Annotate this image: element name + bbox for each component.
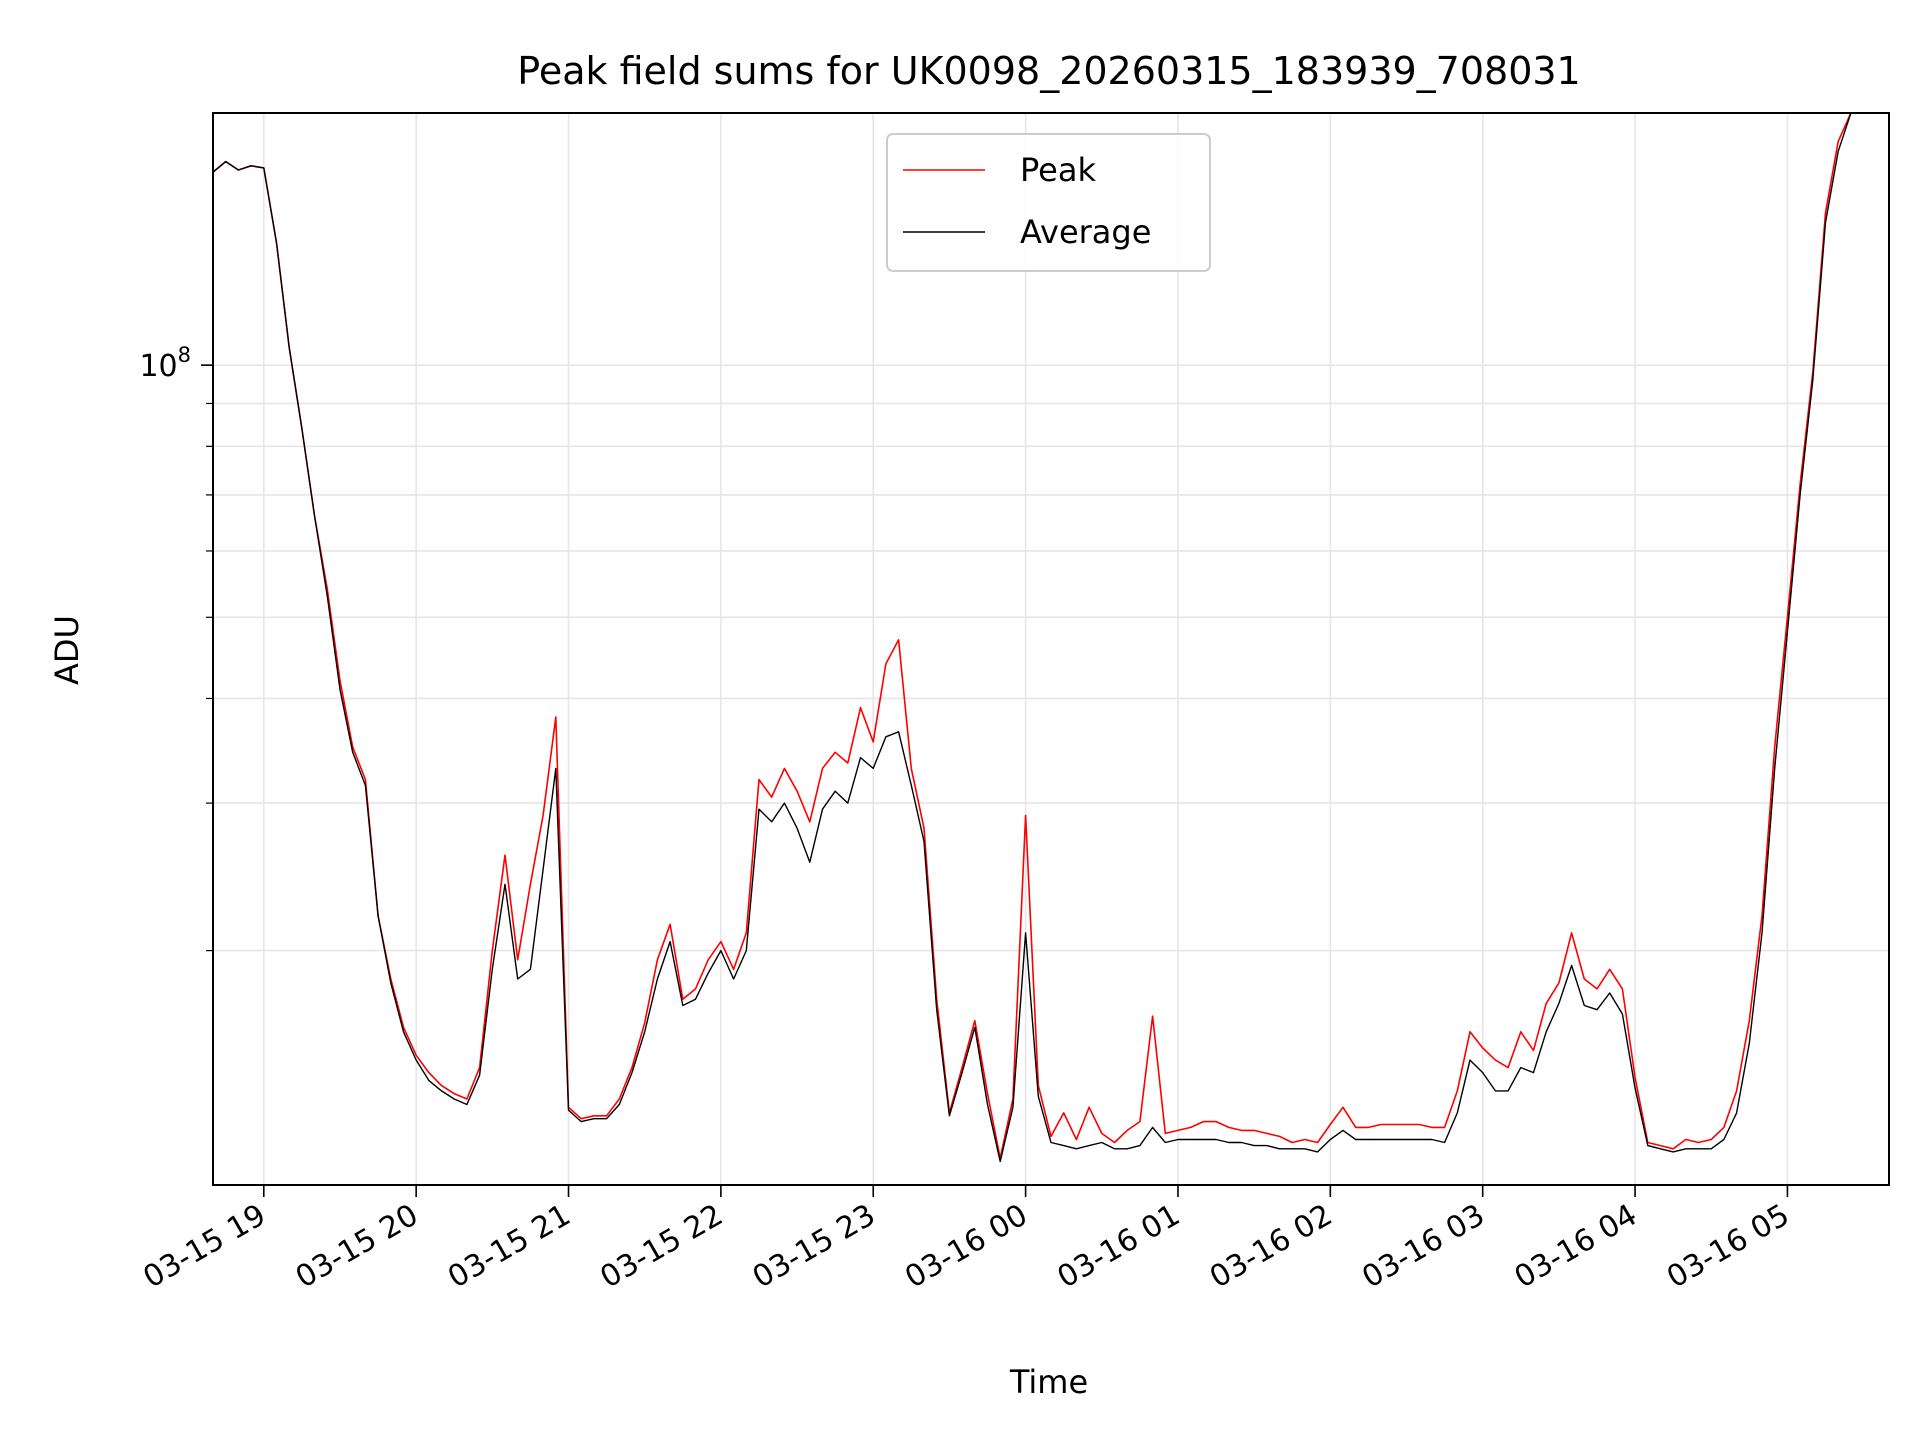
y-axis-label: ADU bbox=[48, 615, 86, 685]
series-line-peak bbox=[212, 112, 1889, 1160]
y-tick-label-base: 10 bbox=[139, 349, 177, 384]
x-axis-label: Time bbox=[1009, 1363, 1088, 1401]
legend-label-average: Average bbox=[1020, 213, 1151, 251]
grid-lines bbox=[213, 113, 1889, 1185]
chart-title: Peak field sums for UK0098_20260315_1839… bbox=[517, 49, 1580, 93]
series-lines bbox=[212, 112, 1889, 1163]
series-line-average bbox=[212, 112, 1889, 1163]
legend: Peak Average bbox=[886, 133, 1211, 272]
legend-label-peak: Peak bbox=[1020, 151, 1096, 189]
y-tick-label-exponent: 8 bbox=[178, 343, 191, 367]
plot-frame bbox=[212, 112, 1890, 1186]
legend-box bbox=[886, 133, 1211, 272]
y-tick-label: 108 bbox=[139, 343, 191, 384]
